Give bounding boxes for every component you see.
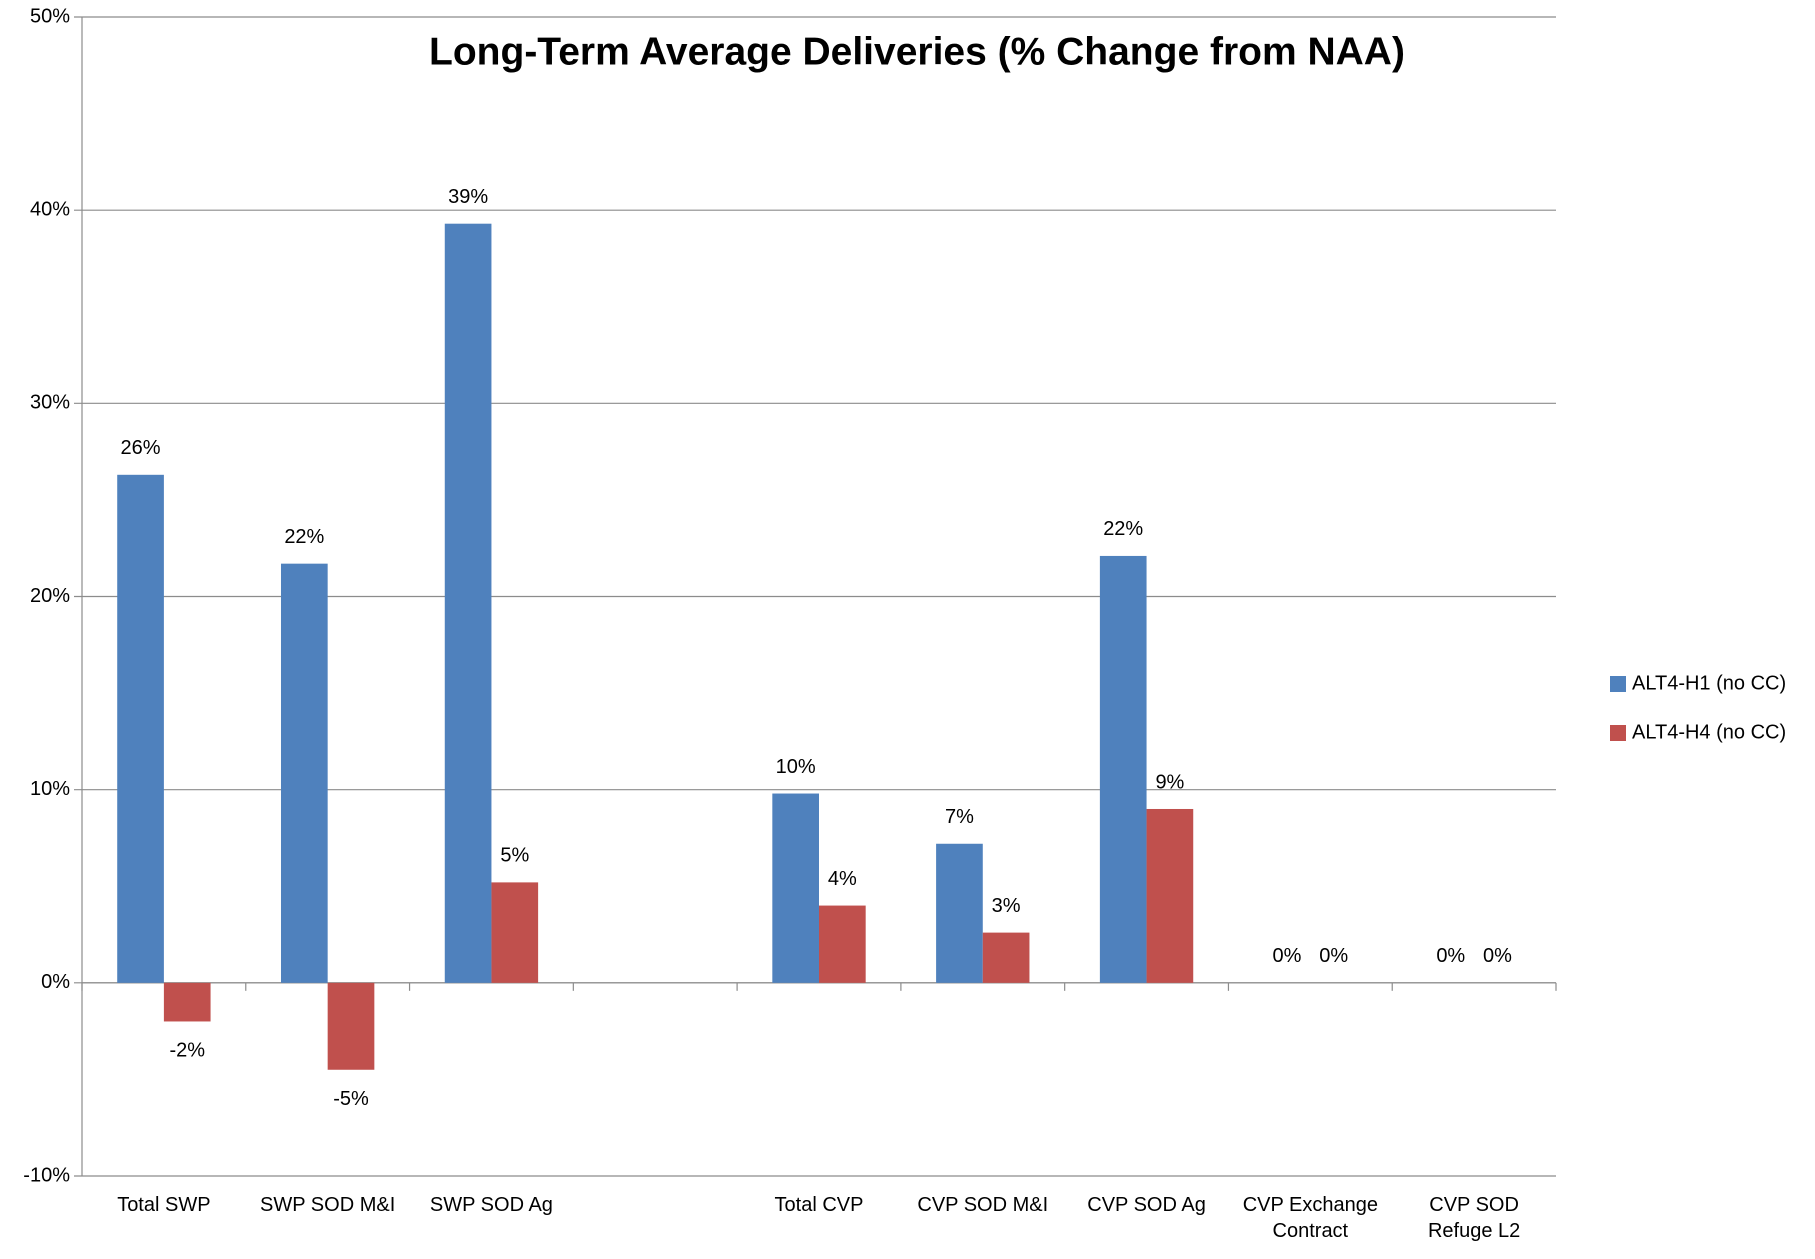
data-label: 0% xyxy=(1319,945,1348,967)
x-tick-label-box: CVP Exchange Contract xyxy=(1242,1194,1378,1242)
bar xyxy=(327,982,375,1070)
x-tick-label: SWP SOD Ag xyxy=(429,1194,553,1216)
x-tick-label-box: CVP SOD Ag xyxy=(1087,1194,1206,1216)
y-tick-label: 50% xyxy=(30,5,70,27)
bar xyxy=(1099,555,1147,983)
bar xyxy=(163,982,211,1022)
bar xyxy=(280,563,328,983)
x-tick-label: CVP SOD Refuge L2 xyxy=(1427,1194,1521,1242)
bar xyxy=(819,905,866,983)
data-label: 22% xyxy=(284,526,324,548)
x-tick-label: SWP SOD M&I xyxy=(260,1194,396,1216)
data-label: 39% xyxy=(448,186,488,208)
bar xyxy=(982,932,1030,983)
data-label: 5% xyxy=(500,845,529,867)
bar xyxy=(117,474,164,983)
x-tick-label: Total CVP xyxy=(774,1194,864,1216)
x-tick-label: Total SWP xyxy=(117,1194,211,1216)
legend-swatch xyxy=(1610,676,1626,692)
data-label: -2% xyxy=(169,1040,205,1062)
x-tick-label: CVP Exchange Contract xyxy=(1242,1194,1378,1242)
x-tick-label: CVP SOD M&I xyxy=(917,1194,1049,1216)
x-tick-label: CVP SOD Ag xyxy=(1087,1194,1206,1216)
y-tick-label: 0% xyxy=(41,971,70,993)
data-label: 0% xyxy=(1273,945,1302,967)
y-tick-label: 40% xyxy=(30,198,70,220)
x-tick-label-box: SWP SOD M&I xyxy=(260,1194,396,1216)
data-label: 0% xyxy=(1436,945,1465,967)
bar xyxy=(491,882,539,983)
data-label: 10% xyxy=(776,756,816,778)
data-label: 9% xyxy=(1155,771,1184,793)
x-tick-label-box: SWP SOD Ag xyxy=(429,1194,553,1216)
data-label: 3% xyxy=(992,895,1021,917)
bar xyxy=(936,843,983,983)
bar xyxy=(772,793,819,983)
chart-title: Long-Term Average Deliveries (% Change f… xyxy=(429,30,1405,73)
legend-label: ALT4-H1 (no CC) xyxy=(1632,672,1786,694)
bar xyxy=(1146,808,1194,983)
data-label: 0% xyxy=(1483,945,1512,967)
y-tick-label: -10% xyxy=(23,1164,70,1186)
x-tick-label-box: CVP SOD Refuge L2 xyxy=(1427,1194,1521,1242)
y-tick-label: 10% xyxy=(30,778,70,800)
x-tick-label-box: CVP SOD M&I xyxy=(917,1194,1049,1216)
data-label: 26% xyxy=(121,437,161,459)
x-tick-label-box: Total SWP xyxy=(117,1194,211,1216)
x-tick-label-box: Total CVP xyxy=(774,1194,864,1216)
bar xyxy=(444,223,492,983)
data-label: -5% xyxy=(333,1088,369,1110)
y-tick-label: 20% xyxy=(30,585,70,607)
data-label: 22% xyxy=(1103,518,1143,540)
legend-label: ALT4-H4 (no CC) xyxy=(1632,721,1786,743)
legend-swatch xyxy=(1610,725,1626,741)
data-label: 4% xyxy=(828,868,857,890)
y-tick-label: 30% xyxy=(30,392,70,414)
data-label: 7% xyxy=(945,806,974,828)
